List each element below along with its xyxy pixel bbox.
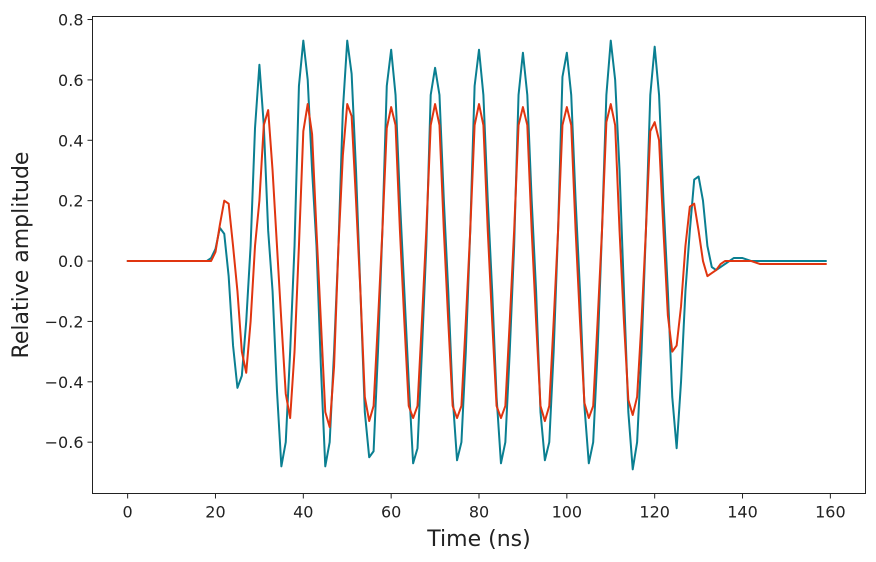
y-tick-label: −0.4 (45, 373, 84, 392)
plot-frame (92, 16, 866, 494)
x-tick-label: 60 (381, 503, 401, 522)
x-tick-label: 160 (815, 503, 846, 522)
y-axis-label: Relative amplitude (9, 152, 34, 359)
y-tick-label: −0.6 (45, 433, 84, 452)
x-tick-label: 120 (639, 503, 670, 522)
y-tick-label: −0.2 (45, 312, 84, 331)
x-tick-label: 100 (552, 503, 583, 522)
y-tick-label: 0.0 (58, 252, 83, 271)
series-layer (126, 39, 827, 471)
x-tick-label: 140 (727, 503, 758, 522)
y-axis: −0.6 −0.4 −0.2 0.0 0.2 0.4 0.6 0.8 (45, 11, 93, 452)
series-line-2 (126, 103, 827, 429)
y-tick-label: 0.6 (58, 71, 83, 90)
x-tick-label: 20 (205, 503, 225, 522)
x-tick-label: 0 (123, 503, 133, 522)
x-axis: 0 20 40 60 80 100 120 140 160 (123, 493, 846, 522)
x-axis-label: Time (ns) (426, 527, 530, 552)
series-line-1 (126, 39, 827, 471)
y-tick-label: 0.4 (58, 131, 83, 150)
y-tick-label: 0.8 (58, 11, 83, 30)
x-tick-label: 40 (293, 503, 313, 522)
y-tick-label: 0.2 (58, 192, 83, 211)
x-tick-label: 80 (469, 503, 489, 522)
